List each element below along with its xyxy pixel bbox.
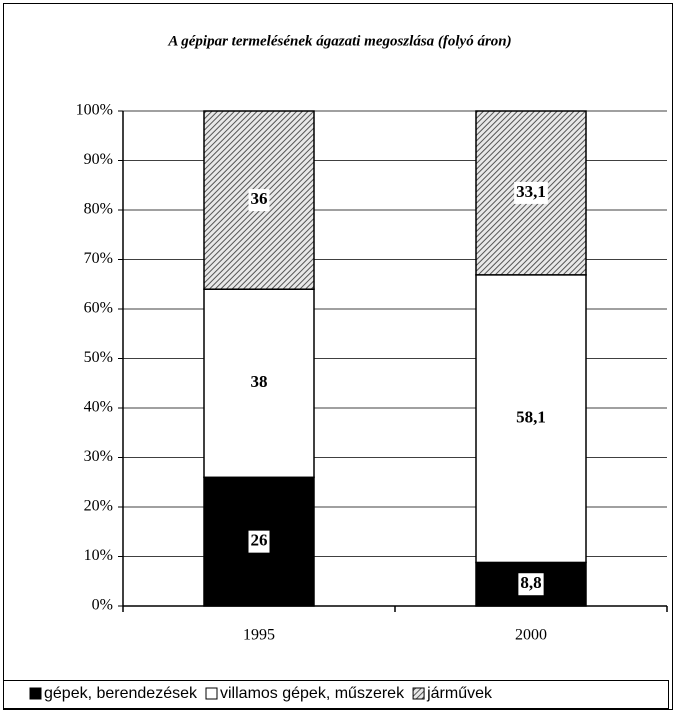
legend-label: gépek, berendezések <box>44 685 198 702</box>
y-tick-label: 0% <box>92 597 113 614</box>
value-label: 58,1 <box>516 408 546 427</box>
chart-title: A gépipar termelésének ágazati megoszlás… <box>167 33 511 49</box>
legend-label: villamos gépek, műszerek <box>220 685 405 702</box>
value-label-bg <box>518 573 544 596</box>
y-tick-label: 70% <box>84 250 113 267</box>
value-label: 8,8 <box>520 573 541 592</box>
legend-swatch <box>29 687 42 700</box>
value-label: 26 <box>251 531 268 550</box>
value-label: 38 <box>251 372 268 391</box>
value-label-bg <box>248 189 270 212</box>
value-label-bg <box>514 407 548 430</box>
y-tick-label: 60% <box>84 300 113 317</box>
value-label: 33,1 <box>516 182 546 201</box>
legend <box>3 680 669 709</box>
y-tick-label: 50% <box>84 349 113 366</box>
bar-segment <box>203 110 315 290</box>
y-tick-label: 80% <box>84 201 113 218</box>
y-tick-label: 90% <box>84 151 113 168</box>
legend-label: járművek <box>426 685 493 702</box>
y-tick-label: 100% <box>76 102 113 119</box>
value-label-bg <box>514 181 548 204</box>
value-label-bg <box>248 530 270 553</box>
y-tick-label: 10% <box>84 547 113 564</box>
x-tick-label: 1995 <box>243 627 275 644</box>
legend-swatch <box>205 687 218 700</box>
y-tick-label: 40% <box>84 399 113 416</box>
value-label: 36 <box>251 189 268 208</box>
y-tick-label: 20% <box>84 498 113 515</box>
value-label-bg <box>248 372 270 395</box>
x-tick-label: 2000 <box>515 627 547 644</box>
y-tick-label: 30% <box>84 448 113 465</box>
legend-swatch <box>412 687 425 700</box>
